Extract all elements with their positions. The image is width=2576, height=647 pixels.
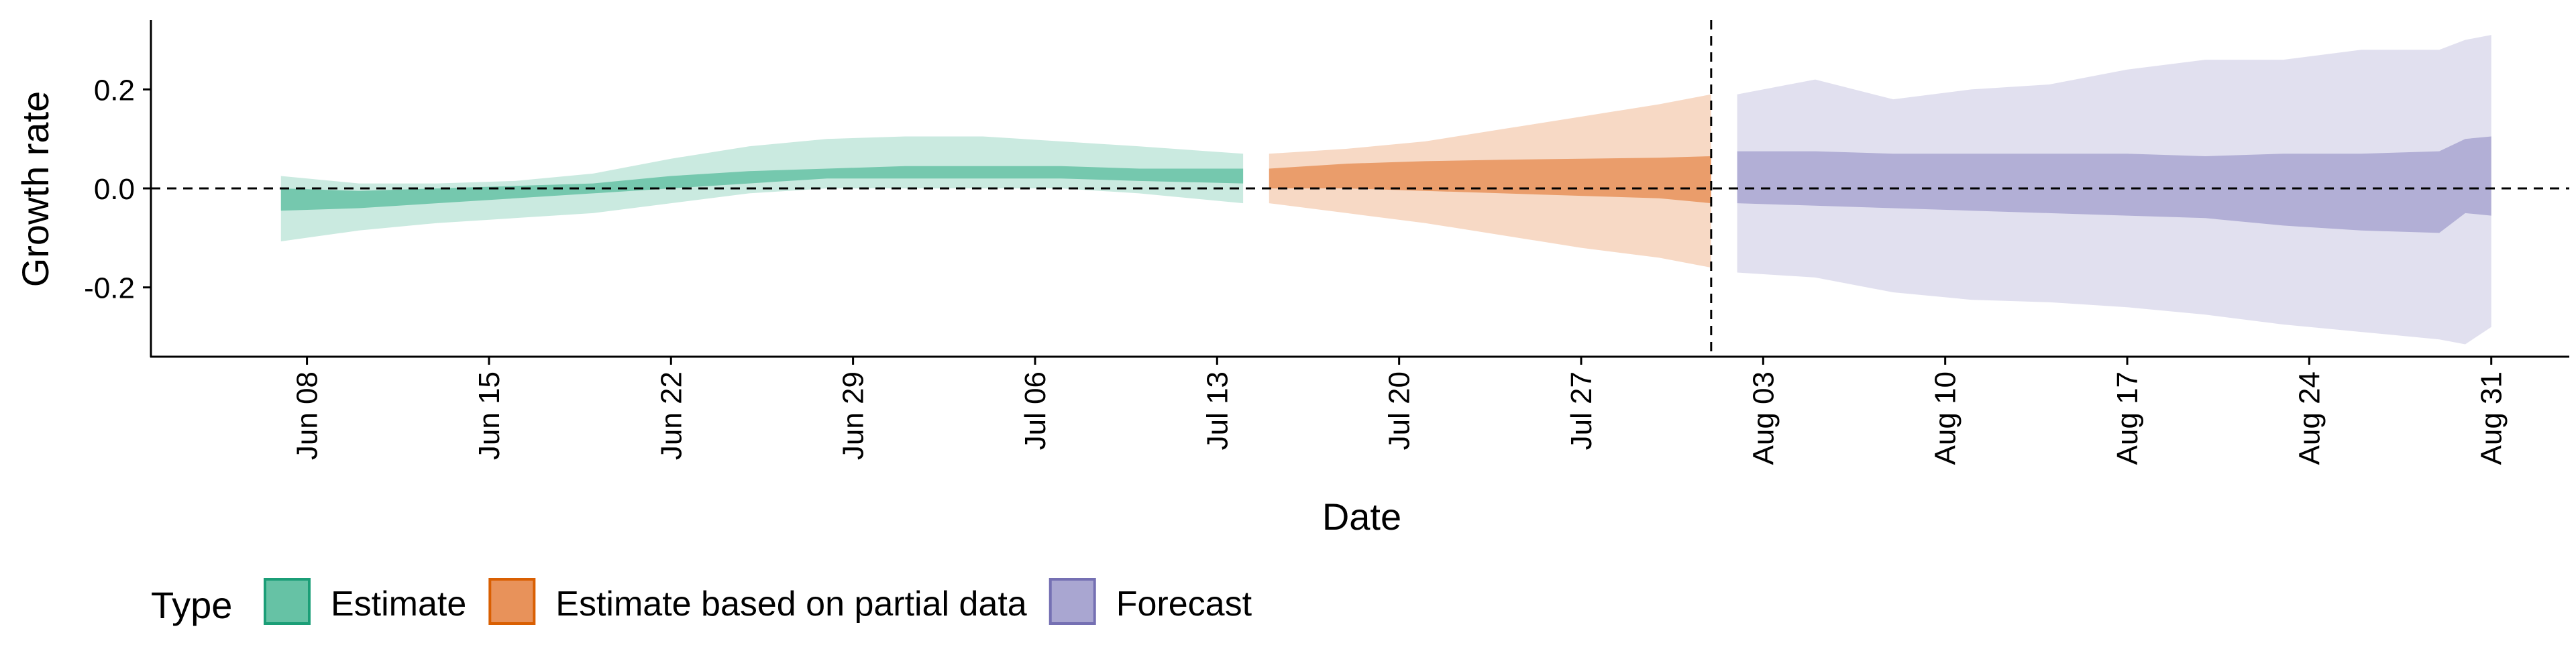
y-tick-label: -0.2 [84, 272, 135, 305]
legend-key-estimate-based-on-partial-data [488, 578, 536, 625]
x-tick-label: Aug 03 [1747, 371, 1780, 465]
x-tick-label: Jul 06 [1019, 371, 1052, 450]
x-tick-label: Aug 24 [2293, 371, 2326, 465]
y-axis-title: Growth rate [14, 91, 56, 288]
axes-layer: 0.2 0.0 -0.2 Jun 08 Jun 15 Jun 22 Jun 29 Jul 06… [84, 20, 2569, 465]
legend-title: Type [151, 584, 232, 626]
legend-key-forecast [1049, 578, 1096, 625]
x-tick-label: Jul 13 [1201, 371, 1234, 450]
x-tick-label: Jun 29 [837, 371, 870, 460]
y-tick-label: 0.2 [94, 74, 135, 107]
bands-layer [280, 35, 2491, 345]
band-50-estimate-based-on-partial-data [1269, 156, 1711, 204]
legend: Type Estimate Estimate based on partial d… [151, 578, 1252, 626]
legend-label-forecast: Forecast [1116, 585, 1252, 624]
band-50-forecast [1737, 136, 2491, 233]
y-tick-label: 0.0 [94, 173, 135, 206]
x-tick-label: Aug 10 [1929, 371, 1962, 465]
x-axis-title: Date [1322, 495, 1401, 538]
x-tick-label: Jun 08 [291, 371, 324, 460]
x-tick-label: Aug 17 [2111, 371, 2144, 465]
x-tick-label: Jul 27 [1565, 371, 1598, 450]
reference-lines-layer [151, 20, 2569, 357]
x-tick-label: Jul 20 [1383, 371, 1416, 450]
x-tick-label: Jun 15 [473, 371, 506, 460]
legend-key-estimate [264, 578, 311, 625]
legend-label-estimate-based-on-partial-data: Estimate based on partial data [555, 585, 1027, 624]
x-tick-label: Jun 22 [655, 371, 688, 460]
legend-label-estimate: Estimate [331, 585, 466, 624]
x-tick-label: Aug 31 [2475, 371, 2508, 465]
band-90-estimate [280, 136, 1244, 241]
band-50-estimate [280, 166, 1244, 211]
